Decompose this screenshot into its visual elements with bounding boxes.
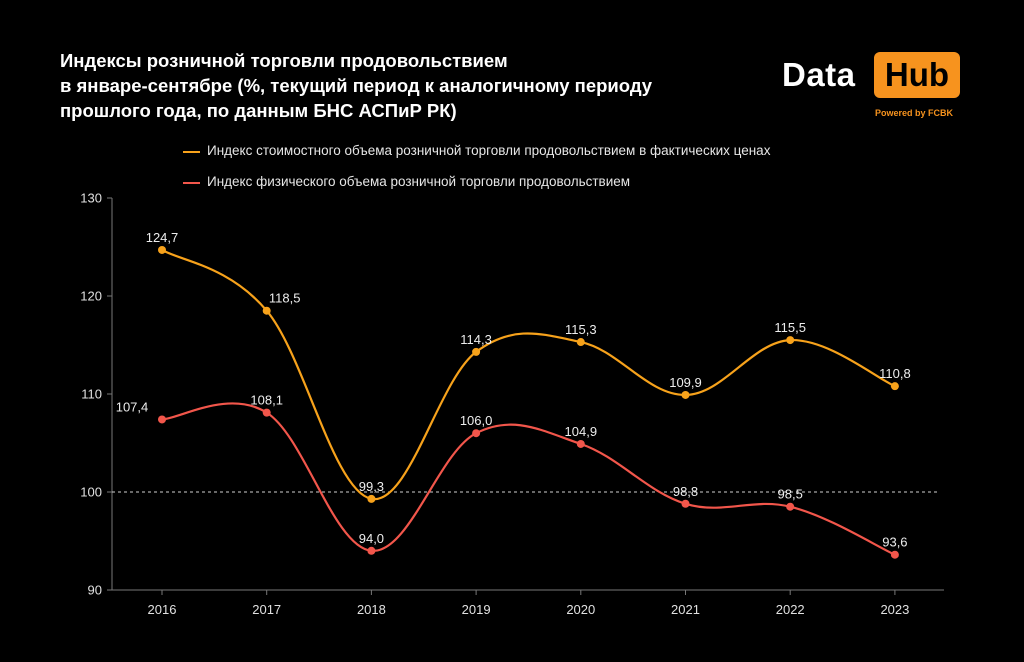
data-point — [367, 494, 376, 503]
data-label: 106,0 — [460, 413, 493, 428]
x-tick-label: 2018 — [357, 602, 386, 617]
data-point — [472, 347, 481, 356]
y-tick-label: 110 — [81, 387, 102, 402]
chart-series-lines — [158, 245, 899, 559]
data-point — [262, 306, 271, 315]
x-tick-label: 2019 — [462, 602, 491, 617]
data-label: 107,4 — [116, 399, 149, 414]
data-label: 109,9 — [669, 375, 702, 390]
data-point — [681, 390, 690, 399]
data-point — [158, 415, 166, 424]
data-label: 118,5 — [269, 291, 301, 306]
y-tick-label: 100 — [80, 485, 102, 500]
data-point — [890, 382, 899, 391]
logo-tagline: Powered by FCBK — [875, 108, 954, 118]
data-label: 115,3 — [565, 322, 597, 337]
x-tick-label: 2022 — [776, 602, 805, 617]
title-line: прошлого года, по данным БНС АСПиР РК) — [60, 100, 457, 121]
title-line: в январе-сентябре (%, текущий период к а… — [60, 75, 653, 96]
chart-data-labels: 124,7 118,5 99,3 114,3 115,3 109,9 115,5 110,8 1… — [116, 230, 911, 550]
data-point — [158, 245, 166, 254]
logo-word-data: Data — [782, 56, 856, 93]
series-line-2 — [161, 402, 896, 556]
data-point — [576, 338, 585, 347]
legend-label: Индекс стоимостного объема розничной тор… — [207, 143, 771, 158]
x-tick-label: 2017 — [252, 602, 281, 617]
x-tick-label: 2021 — [671, 602, 700, 617]
data-label: 114,3 — [460, 332, 492, 347]
y-tick-label: 120 — [80, 289, 102, 304]
data-label: 124,7 — [146, 230, 179, 245]
x-tick-label: 2016 — [148, 602, 177, 617]
y-tick-label: 130 — [80, 191, 102, 206]
series-line-1 — [161, 248, 896, 500]
data-point — [890, 550, 899, 559]
chart-title: Индексы розничной торговли продовольстви… — [60, 48, 760, 123]
data-label: 98,8 — [673, 484, 698, 499]
data-point — [786, 502, 795, 511]
chart-axes: 90 100 110 120 130 2016 2017 2018 2019 2020 2021 20… — [80, 191, 944, 617]
data-label: 115,5 — [774, 320, 806, 335]
data-point — [786, 336, 795, 345]
data-point — [367, 546, 376, 555]
title-line: Индексы розничной торговли продовольстви… — [60, 50, 508, 71]
data-point — [576, 439, 585, 448]
data-label: 93,6 — [882, 535, 907, 550]
data-point — [472, 429, 481, 438]
legend-swatch — [183, 182, 200, 184]
y-tick-label: 90 — [88, 583, 102, 598]
data-label: 108,1 — [250, 393, 283, 408]
data-point — [681, 499, 690, 508]
legend-label: Индекс физического объема розничной торг… — [207, 174, 631, 189]
data-label: 94,0 — [359, 531, 384, 546]
x-tick-label: 2020 — [566, 602, 595, 617]
datahub-logo: Data Hub Powered by FCBK — [782, 52, 962, 122]
x-tick-label: 2023 — [880, 602, 909, 617]
data-label: 104,9 — [565, 424, 598, 439]
data-label: 99,3 — [359, 479, 384, 494]
legend-swatch — [183, 151, 200, 153]
logo-word-hub: Hub — [874, 52, 960, 98]
data-label: 110,8 — [879, 366, 911, 381]
data-point — [262, 408, 271, 417]
data-label: 98,5 — [778, 487, 803, 502]
